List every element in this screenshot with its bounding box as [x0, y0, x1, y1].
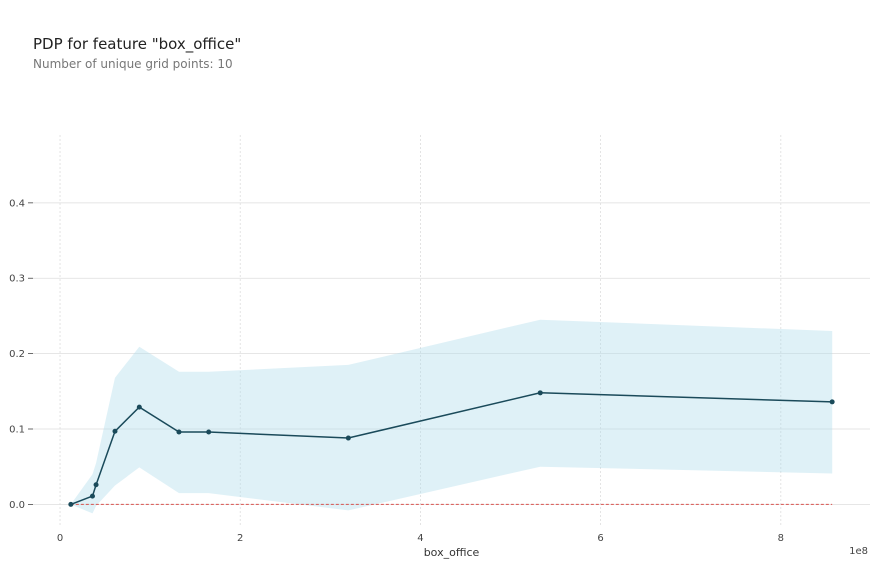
- x-tick-label-4: 8: [778, 533, 784, 544]
- x-tick-label-3: 6: [597, 533, 603, 544]
- y-axis-ticks: 0.0 0.1 0.2 0.3 0.4: [9, 198, 33, 511]
- x-tick-label-0: 0: [57, 533, 63, 544]
- y-tick-label-3: 0.3: [9, 274, 25, 285]
- x-axis-label: box_office: [424, 546, 480, 559]
- chart-subtitle: Number of unique grid points: 10: [33, 57, 233, 71]
- pdp-point-9: [829, 399, 835, 405]
- grid-lines: [33, 135, 870, 527]
- pdp-point-4: [136, 404, 142, 410]
- y-tick-label-1: 0.1: [9, 425, 25, 436]
- x-axis-ticks: 0 2 4 6 8: [57, 533, 784, 544]
- pdp-point-7: [345, 435, 351, 441]
- y-tick-label-4: 0.4: [9, 198, 25, 209]
- pdp-series-line: [70, 392, 833, 506]
- pdp-point-1: [89, 493, 95, 499]
- confidence-band: [70, 319, 833, 514]
- pdp-point-6: [206, 429, 212, 435]
- x-axis-offset-label: 1e8: [849, 546, 868, 557]
- pdp-point-0: [68, 501, 74, 507]
- x-tick-label-1: 2: [237, 533, 243, 544]
- pdp-point-3: [112, 428, 118, 434]
- y-tick-label-2: 0.2: [9, 349, 25, 360]
- pdp-point-2: [93, 482, 99, 488]
- chart-title: PDP for feature "box_office": [33, 35, 242, 53]
- pdp-points: [68, 390, 835, 507]
- x-tick-label-2: 4: [417, 533, 423, 544]
- pdp-point-5: [176, 429, 182, 435]
- pdp-point-8: [537, 390, 543, 396]
- y-tick-label-0: 0.0: [9, 500, 25, 511]
